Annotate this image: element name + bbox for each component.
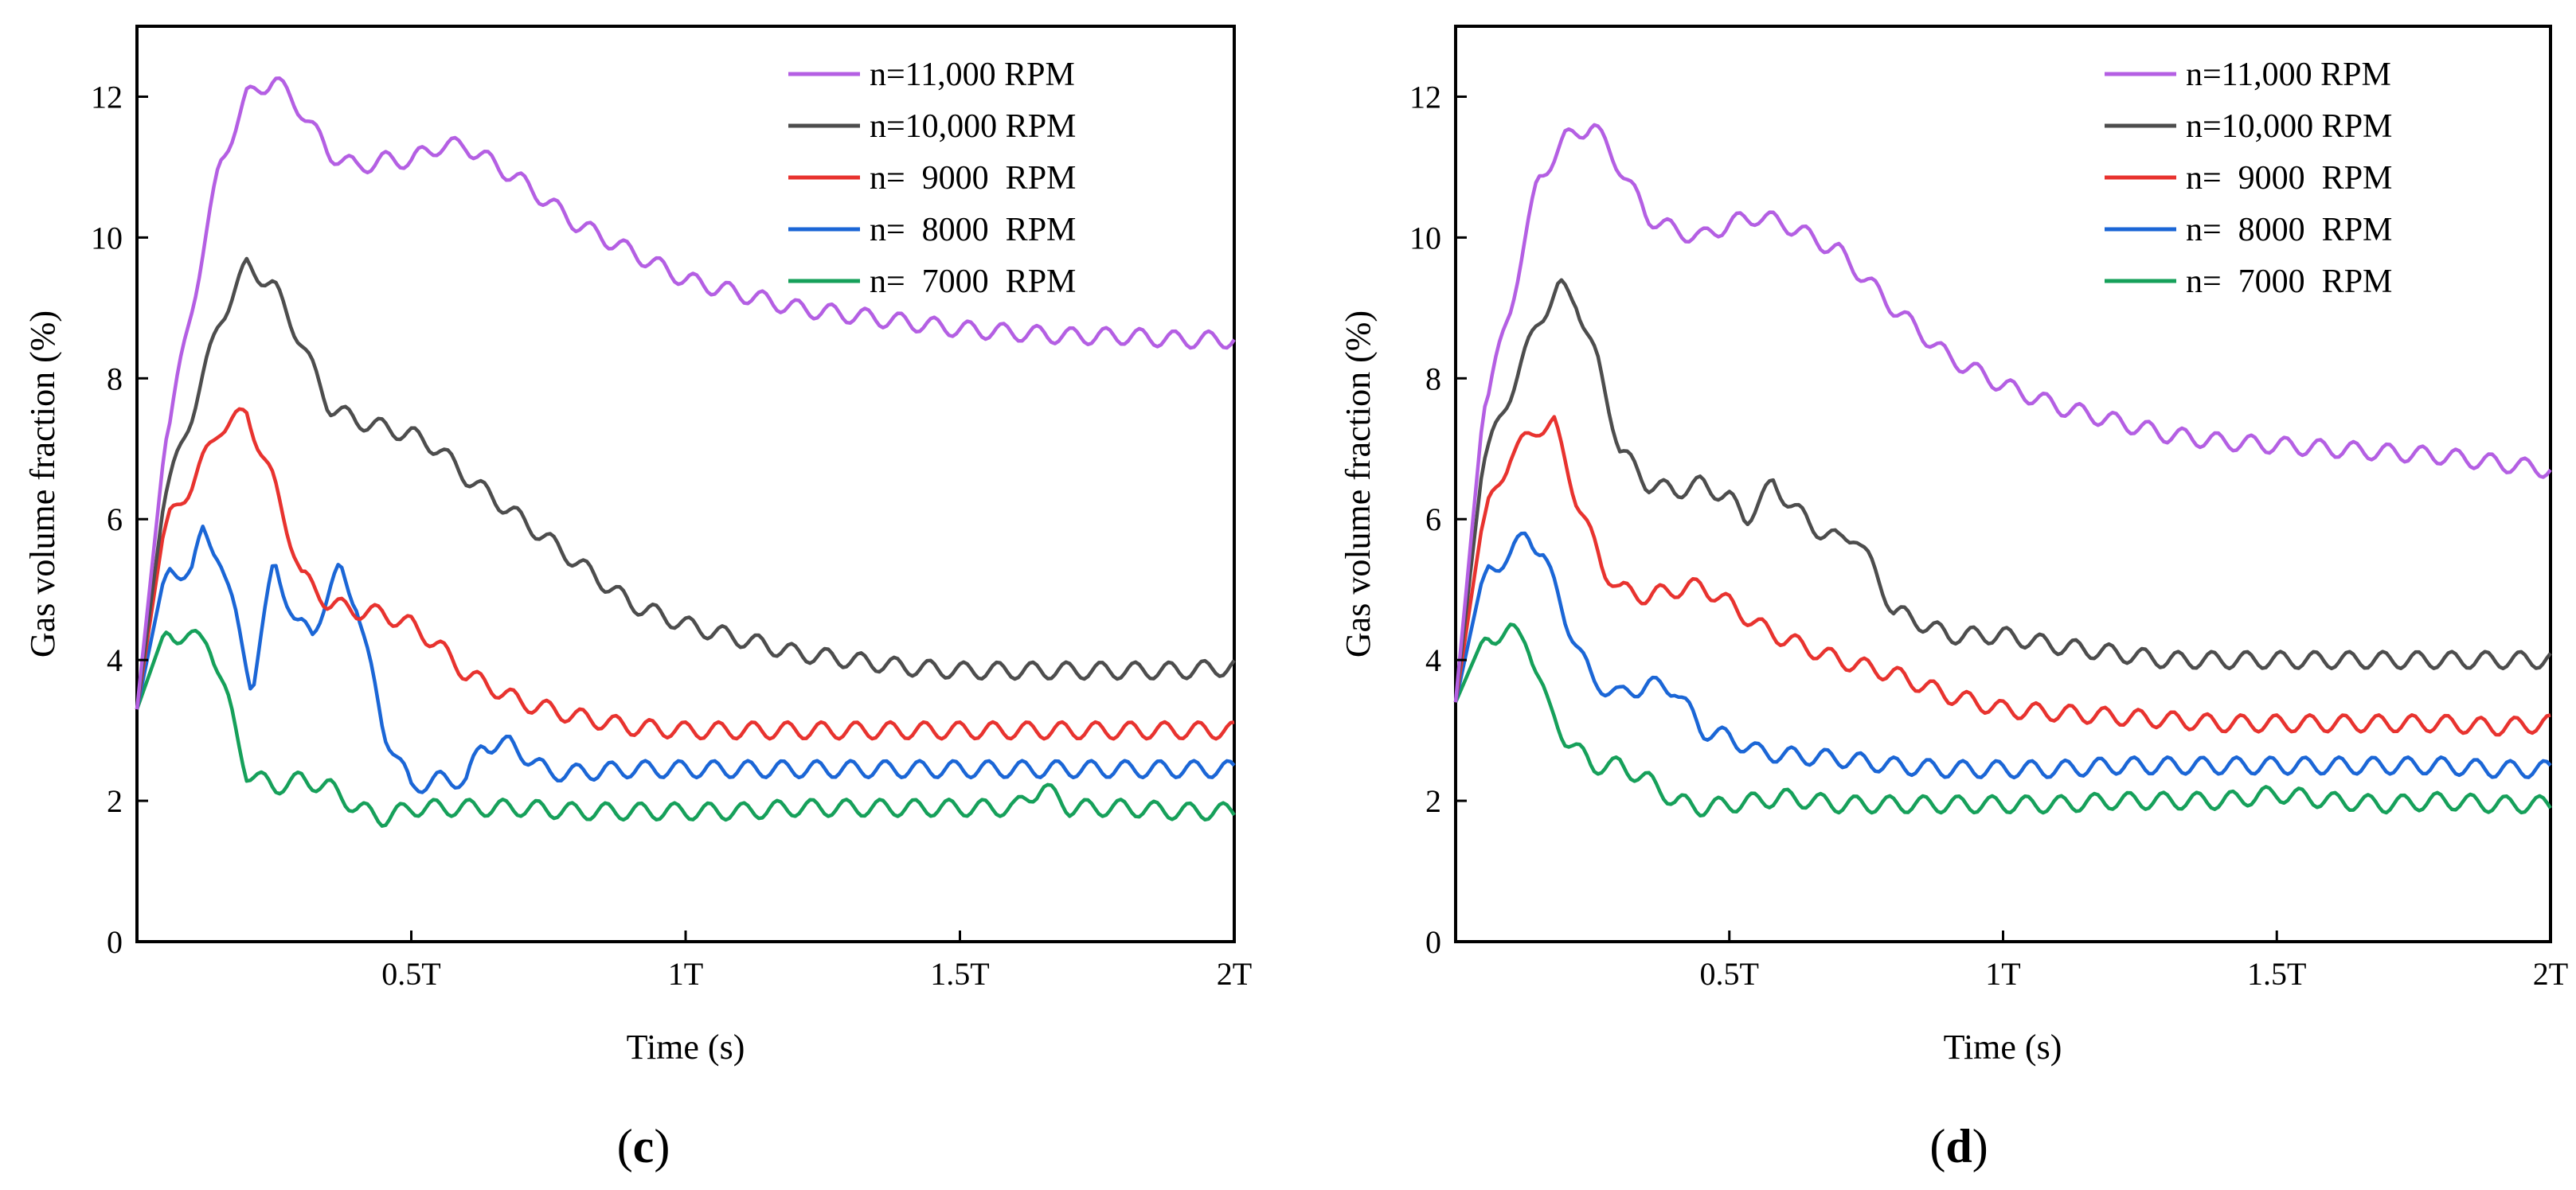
y-tick-label: 2 [107,783,123,819]
legend-entry: n= 8000 RPM [2186,212,2392,248]
y-axis-label-d: Gas volume fraction (%) [1339,310,1378,657]
y-axis-ticks-d: 0 2 4 6 8 10 12 [1409,79,1467,960]
legend-entry: n=10,000 RPM [2186,108,2392,145]
legend-entry: n=11,000 RPM [2186,57,2391,93]
x-tick-label: 1T [1985,956,2020,992]
y-tick-label: 8 [1425,361,1441,396]
y-tick-label: 0 [107,924,123,960]
series-group-c [135,76,1236,828]
series-line [135,407,1235,741]
series-line [135,628,1236,828]
chart-panel-c: 0 2 4 6 8 10 12 0.5T 1T 1.5T 2T n=11,000 RPM n=10,… [23,25,1252,1172]
series-line [1453,622,2552,818]
series-line [1453,415,2551,737]
chart-panel-d: 0 2 4 6 8 10 12 0.5T 1T 1.5T 2T n=11,000 RPM n=10,… [1339,25,2568,1172]
y-tick-label: 10 [91,220,123,256]
panel-label-d: (d) [1929,1120,1988,1172]
legend-entry: n= 9000 RPM [2186,160,2392,197]
y-tick-label: 8 [107,361,123,396]
y-tick-label: 6 [1425,501,1441,537]
series-line [135,525,1236,794]
legend-c: n=11,000 RPM n=10,000 RPM n= 9000 RPM n= 80… [788,57,1076,300]
series-line [135,256,1236,710]
x-axis-label-d: Time (s) [1944,1028,2062,1067]
y-tick-label: 6 [107,501,123,537]
legend-entry: n= 7000 RPM [870,263,1076,300]
x-axis-ticks-c: 0.5T 1T 1.5T 2T [381,931,1252,992]
y-axis-label-c: Gas volume fraction (%) [23,310,62,657]
x-tick-label: 1T [668,956,703,992]
x-tick-label: 0.5T [1700,956,1759,992]
legend-d: n=11,000 RPM n=10,000 RPM n= 9000 RPM n= 80… [2105,57,2392,300]
legend-entry: n=10,000 RPM [870,108,1076,145]
y-tick-label: 4 [107,642,123,678]
legend-entry: n=11,000 RPM [870,57,1075,93]
y-tick-label: 12 [91,79,123,115]
legend-entry: n= 8000 RPM [870,212,1076,248]
series-group-d [1453,123,2552,818]
y-tick-label: 0 [1425,924,1441,960]
y-tick-label: 10 [1409,220,1441,256]
y-tick-label: 12 [1409,79,1441,115]
y-axis-ticks-c: 0 2 4 6 8 10 12 [91,79,148,960]
x-tick-label: 1.5T [2247,956,2306,992]
x-axis-ticks-d: 0.5T 1T 1.5T 2T [1700,931,2568,992]
x-tick-label: 0.5T [381,956,440,992]
series-line [1453,123,2552,703]
y-tick-label: 2 [1425,783,1441,819]
series-line [1453,531,2552,780]
series-line [1453,278,2552,703]
x-axis-label-c: Time (s) [627,1028,745,1067]
legend-entry: n= 7000 RPM [2186,263,2392,300]
series-line [135,76,1236,710]
x-tick-label: 2T [1217,956,1252,992]
panel-label-c: (c) [617,1120,670,1172]
x-tick-label: 2T [2533,956,2568,992]
y-tick-label: 4 [1425,642,1441,678]
x-tick-label: 1.5T [930,956,989,992]
legend-entry: n= 9000 RPM [870,160,1076,197]
